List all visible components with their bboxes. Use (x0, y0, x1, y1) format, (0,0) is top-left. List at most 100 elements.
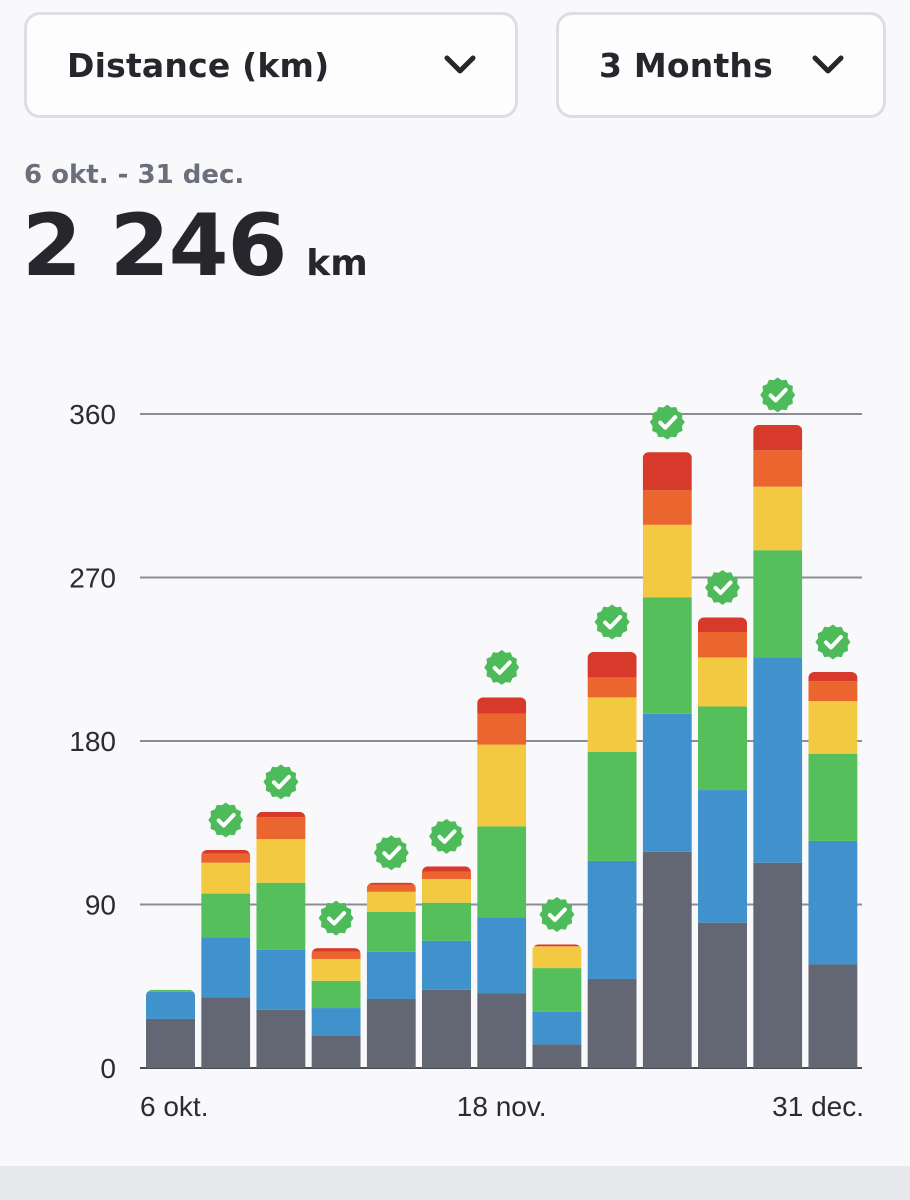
goal-check-icon (373, 835, 409, 871)
bar-segment-green (366, 911, 416, 952)
goal-check-icon (484, 649, 520, 685)
total-distance: 2 246 km (22, 196, 368, 296)
bar-segment-blue (256, 949, 306, 1010)
bar-segment-blue (477, 917, 527, 994)
bar-segment-yellow (311, 959, 361, 981)
bar-segment-red (532, 944, 582, 947)
bar-segment-orange (698, 632, 747, 658)
bar-segment-red (311, 948, 361, 952)
bar-segment-red (477, 697, 527, 714)
bar-segment-orange (201, 853, 251, 863)
goal-check-icon (263, 764, 299, 800)
bar-segment-yellow (477, 744, 527, 827)
bar-segment-yellow (532, 946, 582, 969)
metric-dropdown-label: Distance (km) (67, 45, 330, 85)
bar-stack (587, 651, 637, 1068)
bar-segment-green (256, 882, 306, 950)
goal-check-icon (208, 802, 244, 838)
bar-segment-blue (642, 713, 692, 852)
bar-segment-orange (477, 713, 527, 745)
bar-stack (201, 850, 251, 1068)
bar-segment-orange (642, 490, 692, 525)
bar-segment-blue (146, 991, 195, 1019)
stacked-bar-chart: 0 90 180 270 360 6 okt. 18 nov. 31 dec. (69, 377, 864, 1122)
bar-stack (532, 944, 582, 1068)
goal-check-icon (429, 818, 464, 854)
bar-segment-green (642, 597, 692, 714)
bar-stack (311, 948, 361, 1068)
bar-segment-red (808, 671, 858, 682)
goal-check-icon (760, 377, 796, 413)
bar-segment-gray (808, 964, 858, 1068)
bar-segment-orange (753, 450, 803, 487)
bar-segment-gray (642, 851, 692, 1068)
bar-stack (422, 866, 471, 1068)
x-tick-label: 18 nov. (457, 1091, 547, 1122)
bar-segment-green (753, 550, 803, 658)
bar-segment-yellow (753, 486, 803, 551)
bar-stack (753, 424, 803, 1068)
bar-segment-yellow (422, 879, 471, 903)
y-tick-label: 270 (69, 563, 116, 594)
chevron-down-icon (444, 55, 476, 74)
bar-segment-orange (311, 951, 361, 959)
bar-segment-red (642, 452, 692, 491)
goal-check-icon (539, 897, 575, 932)
metric-dropdown[interactable]: Distance (km) (24, 12, 518, 118)
y-tick-label: 90 (85, 890, 116, 921)
bar-segment-blue (422, 940, 471, 990)
bar-segment-green (311, 980, 361, 1009)
bar-segment-blue (311, 1008, 361, 1036)
bar-segment-orange (422, 871, 471, 880)
x-tick-label: 31 dec. (772, 1091, 864, 1122)
bar-segment-yellow (201, 862, 251, 894)
bar-segment-gray (311, 1035, 361, 1068)
bottom-bar (0, 1166, 910, 1200)
bar-segment-green (808, 753, 858, 841)
bar-segment-gray (753, 862, 803, 1068)
bar-segment-green (422, 902, 471, 941)
bar-segment-orange (808, 681, 858, 702)
date-range-label: 6 okt. - 31 dec. (24, 160, 245, 190)
bar-segment-orange (366, 884, 416, 892)
bar-segment-gray (698, 922, 747, 1068)
bar-segment-yellow (256, 839, 306, 883)
bar-segment-red (201, 850, 251, 854)
bar-segment-red (422, 866, 471, 872)
bar-stack (698, 617, 747, 1068)
chevron-down-icon (812, 55, 844, 74)
bar-segment-gray (587, 978, 637, 1068)
bar-segment-yellow (808, 701, 858, 754)
bar-segment-gray (477, 993, 527, 1068)
bar-stack (808, 671, 858, 1068)
goal-check-icon (705, 570, 740, 605)
goal-check-icon (649, 404, 685, 440)
bar-segment-green (587, 751, 637, 861)
bar-segment-orange (256, 817, 306, 840)
bar-segment-red (753, 424, 803, 451)
bar-segment-green (477, 826, 527, 918)
bar-segment-red (256, 811, 306, 818)
bar-segment-green (532, 968, 582, 1012)
total-distance-unit: km (306, 243, 368, 284)
time-range-dropdown[interactable]: 3 Months (556, 12, 886, 118)
total-distance-value: 2 246 (22, 196, 287, 296)
bar-segment-blue (753, 657, 803, 863)
bar-segment-red (366, 882, 416, 885)
bar-segment-green (698, 706, 747, 791)
bar-segment-yellow (698, 657, 747, 707)
y-tick-label: 360 (69, 399, 116, 430)
goal-check-icon (594, 604, 630, 640)
bar-segment-blue (808, 840, 858, 965)
bar-segment-orange (587, 677, 637, 698)
bar-stack (366, 882, 416, 1068)
bar-segment-yellow (642, 524, 692, 598)
bar-segment-red (698, 617, 747, 632)
bar-segment-blue (698, 790, 747, 923)
time-range-dropdown-label: 3 Months (599, 45, 773, 85)
x-tick-label: 6 okt. (140, 1091, 208, 1122)
bar-segment-blue (201, 937, 251, 998)
bar-segment-yellow (366, 891, 416, 912)
bar-segment-gray (201, 997, 251, 1068)
bar-segment-red (587, 651, 637, 678)
